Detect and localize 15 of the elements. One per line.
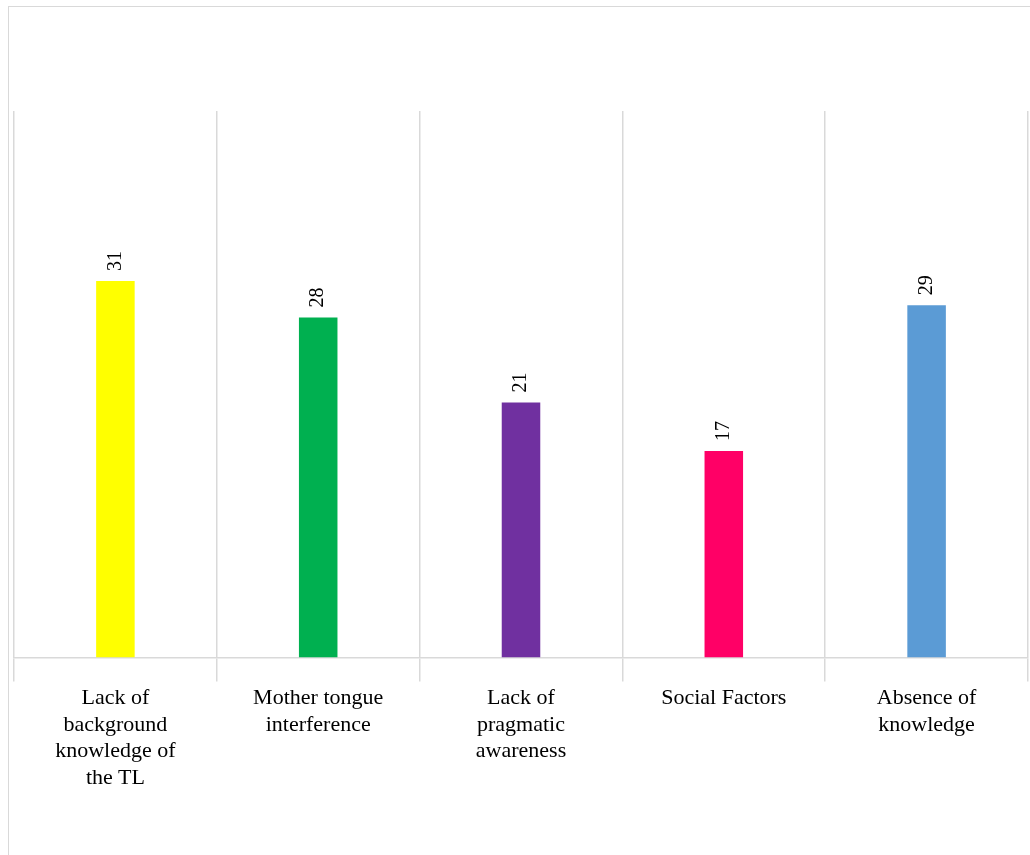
- x-tick-label: Mother tongue interference: [253, 684, 384, 736]
- data-label: 29: [913, 275, 936, 296]
- data-label: 28: [305, 287, 328, 308]
- x-tick-label: Absence of knowledge: [876, 684, 978, 736]
- data-label: 17: [711, 420, 734, 441]
- bar: [96, 280, 135, 658]
- data-label: 31: [102, 250, 125, 271]
- x-tick-label: Social Factors: [661, 684, 787, 710]
- bar: [298, 317, 338, 658]
- data-label: 21: [508, 372, 531, 393]
- bar: [704, 450, 744, 658]
- bar: [907, 305, 946, 658]
- x-tick-label: Lack of pragmatic awareness: [475, 684, 567, 763]
- bar: [501, 402, 541, 658]
- x-tick-label: Lack of background knowledge of the TL: [55, 684, 177, 789]
